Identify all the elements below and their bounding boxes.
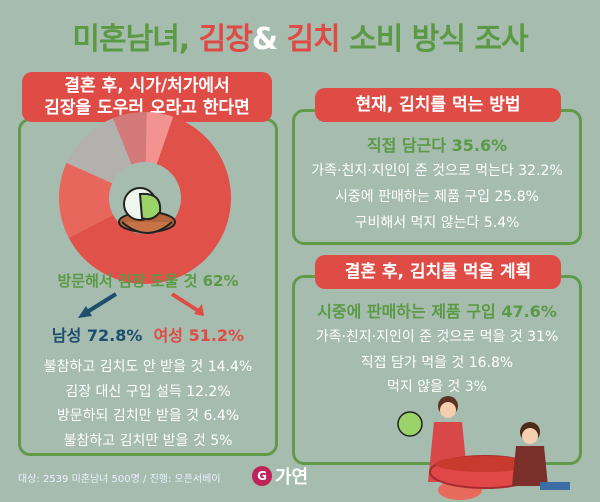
left-item: 김장 대신 구입 설득 12.2%: [65, 384, 231, 400]
kimchi-bowl-icon: [118, 187, 176, 234]
brand-logo: G 가연: [252, 463, 308, 489]
male-percent: 남성 72.8%: [51, 326, 143, 345]
gender-split: 남성 72.8% 여성 51.2%: [18, 322, 278, 346]
right-bottom-item: 먹지 않을 것 3%: [387, 379, 487, 395]
right-bottom-tag: 결혼 후, 김치를 먹을 계획: [315, 255, 561, 289]
survey-source: 대상: 2539 미혼남녀 500명 / 진행: 오픈서베이: [18, 474, 221, 485]
logo-mark-icon: G: [252, 466, 272, 486]
left-item: 방문하되 김치만 받을 것 6.4%: [56, 408, 240, 424]
left-highlight: 방문해서 김장 도울 것 62%: [57, 272, 239, 290]
logo-text: 가연: [275, 467, 309, 488]
donut-slice: [66, 118, 132, 184]
donut-slice: [68, 116, 232, 285]
donut-slice: [112, 112, 147, 165]
right-top-item: 가족·친지·지인이 준 것으로 먹는다 32.2%: [311, 163, 563, 179]
left-item: 불참하고 김치만 받을 것 5%: [63, 433, 233, 449]
donut-chart: [58, 112, 232, 285]
right-top-item: 시중에 판매하는 제품 구입 25.8%: [335, 189, 539, 205]
left-item: 불참하고 김치도 안 받을 것 14.4%: [43, 359, 253, 375]
right-bottom-item: 직접 담가 먹을 것 16.8%: [360, 355, 514, 371]
kimchi-making-people-illustration: [397, 396, 570, 500]
right-bottom-item: 가족·친지·지인이 준 것으로 먹을 것 31%: [315, 329, 559, 345]
right-top-tag: 현재, 김치를 먹는 방법: [315, 88, 561, 122]
donut-slice: [58, 162, 114, 238]
donut-slice: [145, 112, 174, 164]
right-top-highlight: 직접 담근다 35.6%: [366, 136, 508, 155]
right-bottom-highlight: 시중에 판매하는 제품 구입 47.6%: [317, 302, 557, 321]
page-title: 미혼남녀, 김장& 김치 소비 방식 조사: [72, 22, 528, 57]
female-percent: 여성 51.2%: [153, 326, 245, 345]
right-top-item: 구비해서 먹지 않는다 5.4%: [354, 215, 520, 231]
arrows: [78, 292, 204, 318]
